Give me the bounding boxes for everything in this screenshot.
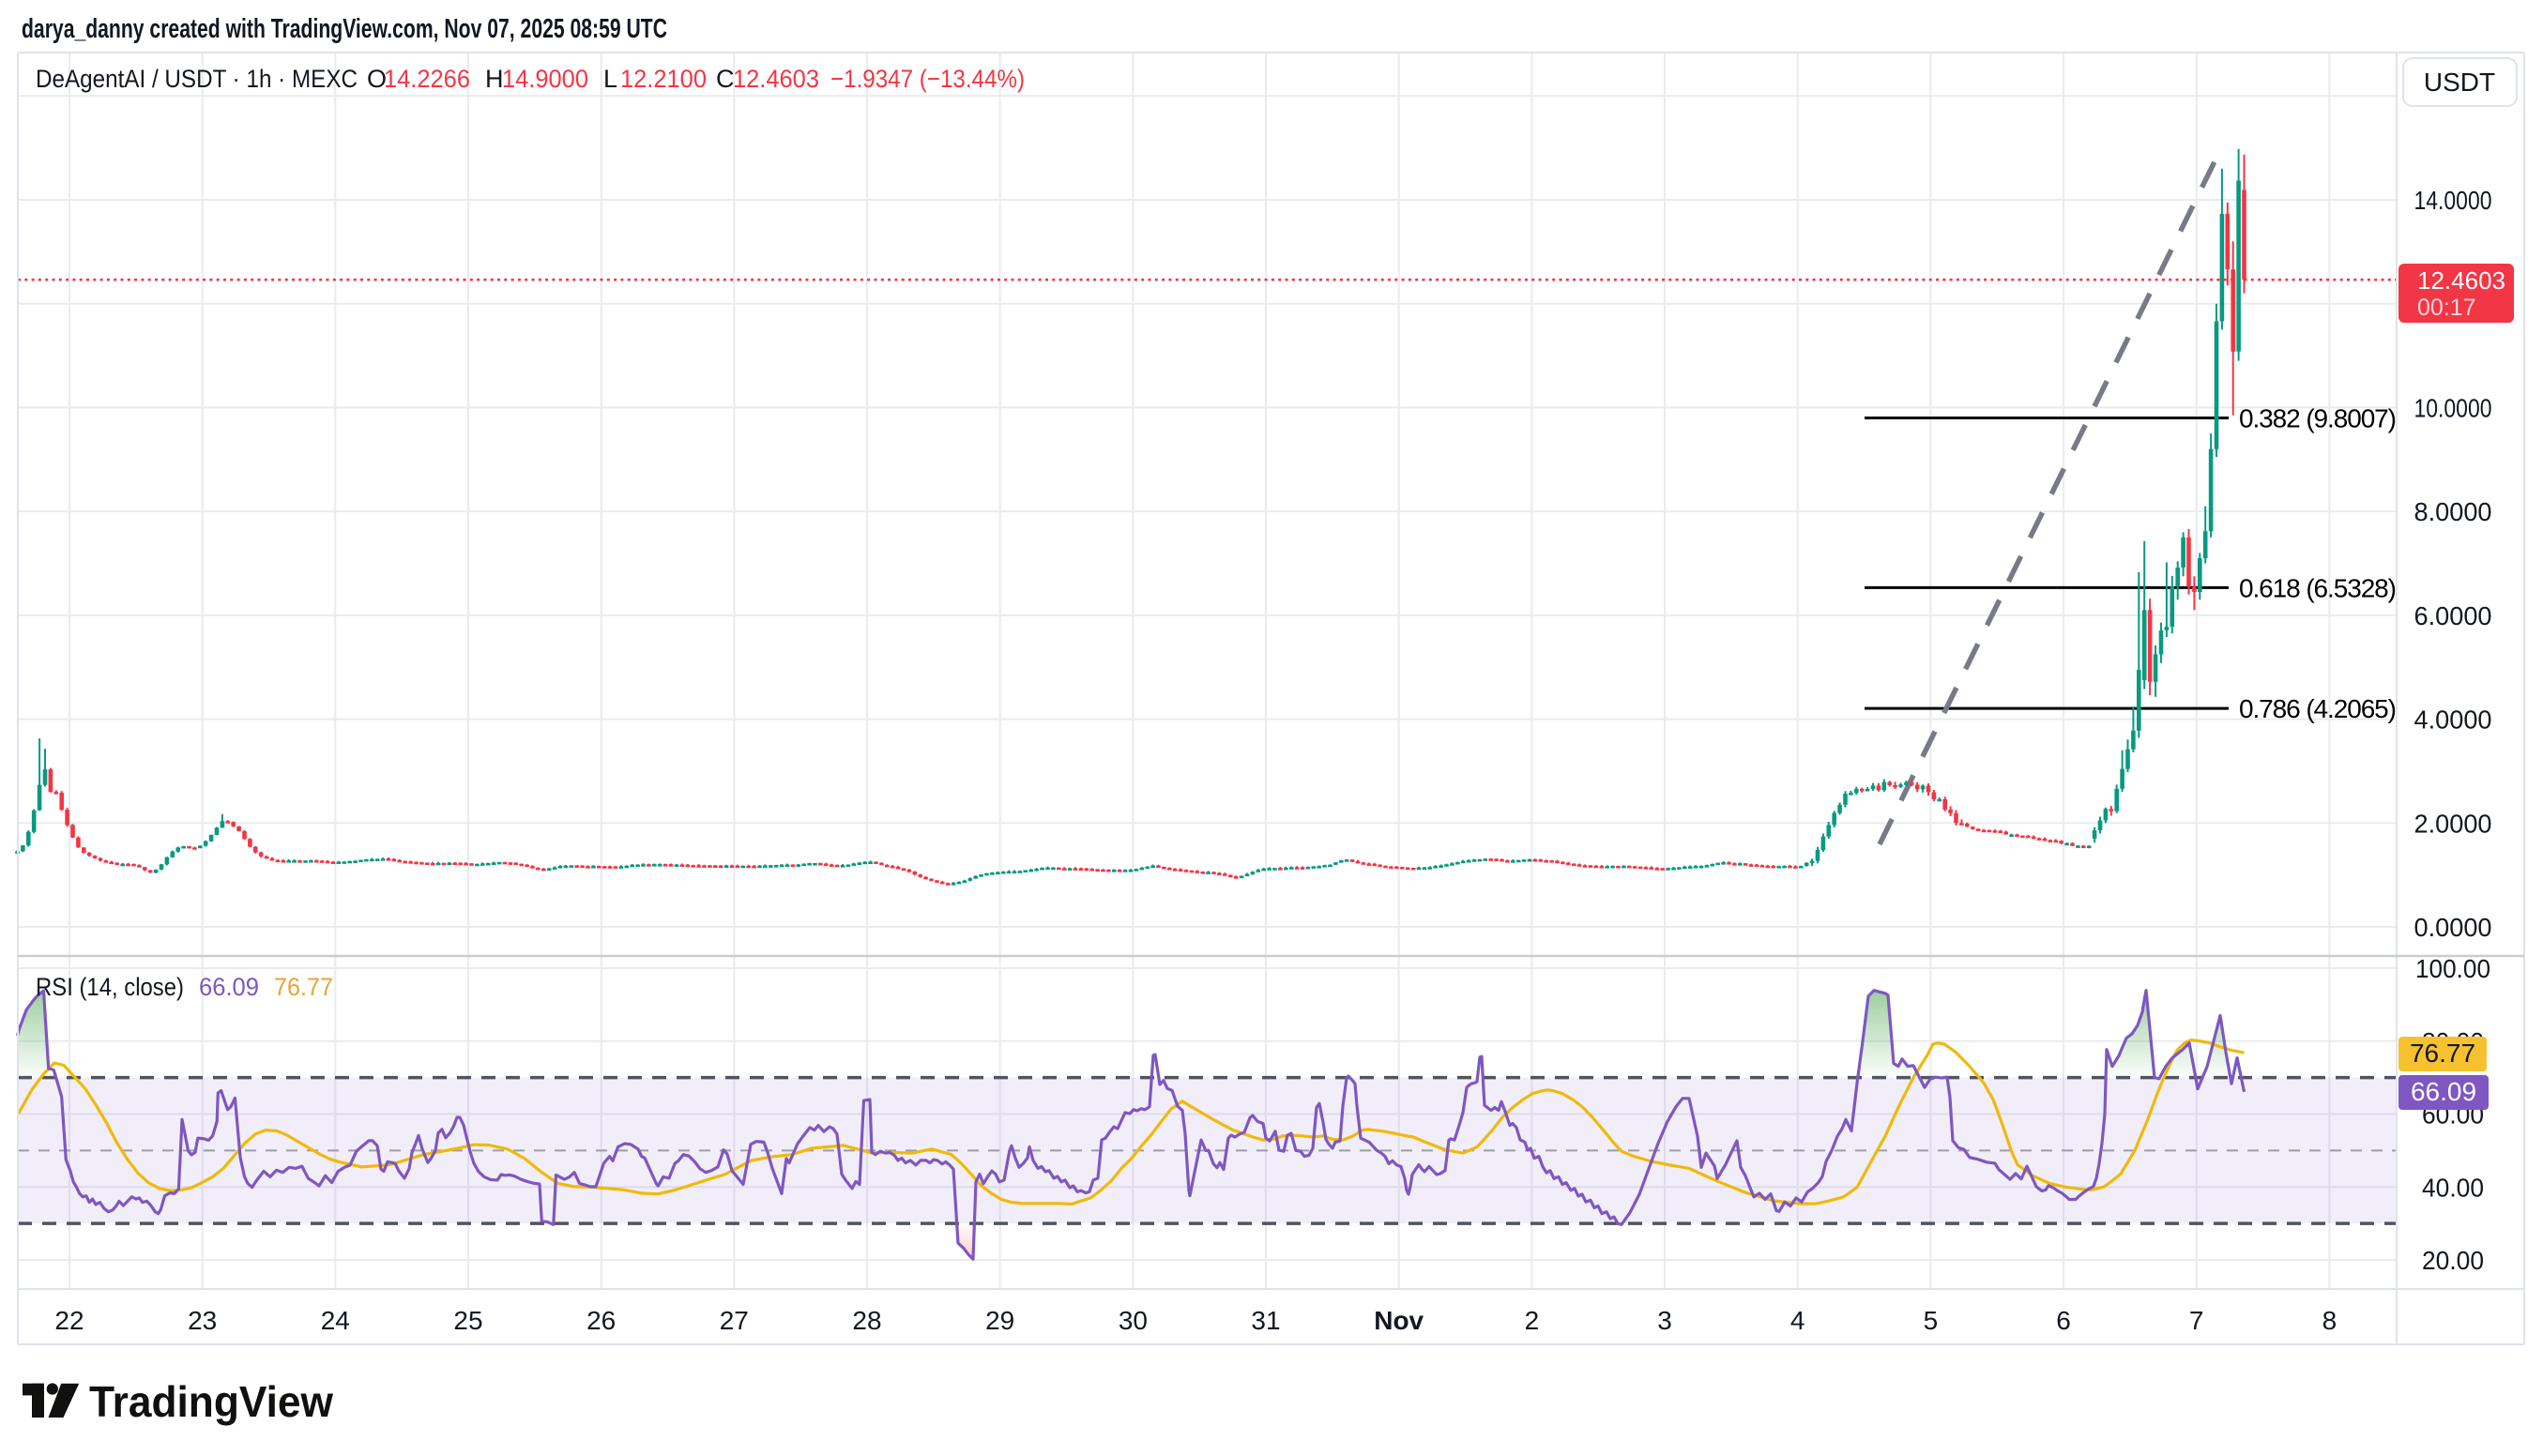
svg-text:5: 5 bbox=[1924, 1306, 1939, 1335]
svg-text:66.09: 66.09 bbox=[199, 973, 259, 1001]
svg-text:TradingView: TradingView bbox=[89, 1377, 333, 1426]
svg-text:14.0000: 14.0000 bbox=[2414, 186, 2492, 215]
svg-text:76.77: 76.77 bbox=[274, 973, 333, 1001]
svg-text:24: 24 bbox=[321, 1306, 350, 1335]
svg-text:100.00: 100.00 bbox=[2415, 954, 2490, 983]
svg-text:2.0000: 2.0000 bbox=[2414, 809, 2492, 838]
svg-text:23: 23 bbox=[188, 1306, 217, 1335]
svg-text:8.0000: 8.0000 bbox=[2414, 497, 2492, 526]
svg-text:30: 30 bbox=[1119, 1306, 1148, 1335]
svg-text:3: 3 bbox=[1657, 1306, 1672, 1335]
svg-text:0.618 (6.5328): 0.618 (6.5328) bbox=[2239, 573, 2397, 602]
svg-text:27: 27 bbox=[720, 1306, 749, 1335]
svg-text:2: 2 bbox=[1525, 1306, 1540, 1335]
svg-text:6.0000: 6.0000 bbox=[2414, 601, 2492, 630]
svg-text:66.09: 66.09 bbox=[2411, 1077, 2476, 1106]
svg-text:22: 22 bbox=[54, 1306, 84, 1335]
svg-text:12.2100: 12.2100 bbox=[620, 65, 707, 93]
svg-text:C: C bbox=[716, 65, 735, 93]
svg-text:26: 26 bbox=[586, 1306, 616, 1335]
svg-text:DeAgentAI / USDT · 1h · MEXC: DeAgentAI / USDT · 1h · MEXC bbox=[36, 65, 358, 93]
svg-text:L: L bbox=[603, 65, 617, 93]
svg-text:31: 31 bbox=[1251, 1306, 1280, 1335]
svg-text:8: 8 bbox=[2322, 1306, 2337, 1335]
svg-text:0.0000: 0.0000 bbox=[2414, 913, 2492, 942]
svg-text:0.786 (4.2065): 0.786 (4.2065) bbox=[2239, 694, 2397, 723]
svg-text:76.77: 76.77 bbox=[2410, 1039, 2475, 1068]
svg-text:40.00: 40.00 bbox=[2422, 1173, 2484, 1202]
svg-text:4.0000: 4.0000 bbox=[2414, 705, 2492, 735]
svg-text:USDT: USDT bbox=[2424, 68, 2495, 97]
svg-text:7: 7 bbox=[2189, 1306, 2204, 1335]
svg-text:−1.9347 (−13.44%): −1.9347 (−13.44%) bbox=[830, 65, 1025, 93]
svg-text:00:17: 00:17 bbox=[2417, 295, 2476, 321]
svg-text:6: 6 bbox=[2056, 1306, 2071, 1335]
svg-text:20.00: 20.00 bbox=[2422, 1246, 2484, 1275]
svg-text:darya_danny created with Tradi: darya_danny created with TradingView.com… bbox=[22, 14, 667, 44]
svg-text:H: H bbox=[485, 65, 504, 93]
svg-text:RSI (14, close): RSI (14, close) bbox=[36, 973, 184, 1001]
svg-text:12.4603: 12.4603 bbox=[2417, 266, 2505, 295]
svg-text:14.9000: 14.9000 bbox=[502, 65, 588, 93]
svg-text:O: O bbox=[367, 65, 387, 93]
svg-text:28: 28 bbox=[852, 1306, 881, 1335]
svg-text:14.2266: 14.2266 bbox=[384, 65, 470, 93]
svg-text:4: 4 bbox=[1790, 1306, 1805, 1335]
svg-text:0.382 (9.8007): 0.382 (9.8007) bbox=[2239, 404, 2397, 433]
svg-text:12.4603: 12.4603 bbox=[733, 65, 819, 93]
svg-text:29: 29 bbox=[985, 1306, 1014, 1335]
svg-text:25: 25 bbox=[453, 1306, 482, 1335]
svg-text:10.0000: 10.0000 bbox=[2414, 393, 2492, 422]
svg-text:Nov: Nov bbox=[1374, 1306, 1424, 1335]
